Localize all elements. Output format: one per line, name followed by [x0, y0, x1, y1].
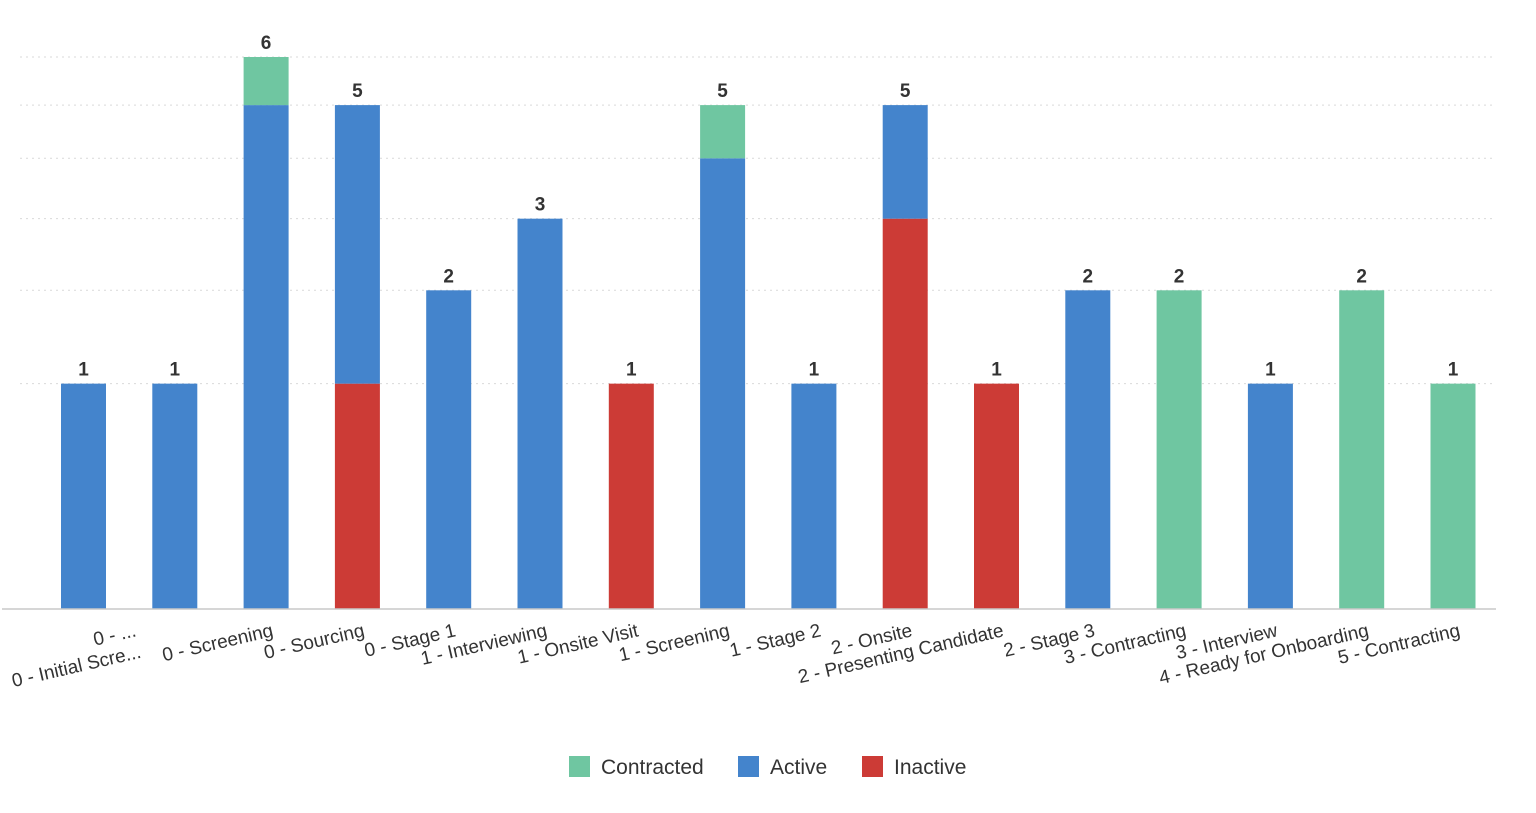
bar-total-label: 2: [443, 266, 454, 287]
legend-item-contracted[interactable]: Contracted: [569, 756, 704, 779]
legend-swatch: [569, 756, 590, 777]
bar-segment-inactive[interactable]: [974, 383, 1019, 609]
bar-segment-active[interactable]: [882, 105, 928, 219]
bar-total-label: 5: [717, 81, 728, 102]
bar-segment-active[interactable]: [517, 218, 563, 609]
bar-segment-active[interactable]: [791, 383, 837, 609]
legend-item-inactive[interactable]: Inactive: [862, 756, 966, 779]
bar-total-label: 1: [78, 360, 89, 381]
bar-total-label: 6: [261, 33, 272, 54]
bar-total-label: 5: [900, 81, 911, 102]
bar-segment-contracted[interactable]: [1339, 290, 1385, 609]
bar-segment-contracted[interactable]: [1156, 290, 1202, 609]
x-tick-label: 1 - Stage 2: [728, 620, 823, 661]
bar-segment-active[interactable]: [243, 105, 289, 609]
total-labels: 1 1 6 5 2 3 1 5 1 5 1 2 2 1 2 1: [78, 33, 1459, 381]
bar-total-label: 2: [1083, 266, 1094, 287]
bar-segment-inactive[interactable]: [608, 383, 654, 609]
bar-segment-active[interactable]: [426, 290, 472, 609]
legend-label: Inactive: [894, 756, 966, 779]
bar-segment-active[interactable]: [152, 383, 198, 609]
legend-swatch: [738, 756, 759, 777]
legend-label: Active: [770, 756, 827, 779]
bar-segment-contracted[interactable]: [1430, 383, 1476, 609]
bar-segment-active[interactable]: [1247, 383, 1293, 609]
bar-total-label: 1: [1448, 360, 1459, 381]
legend: Contracted Active Inactive: [569, 756, 966, 779]
bar-segment-contracted[interactable]: [700, 105, 746, 159]
bar-segment-active[interactable]: [700, 158, 746, 609]
bar-segment-inactive[interactable]: [882, 218, 928, 609]
x-tick-label: 0 - Sourcing: [262, 620, 367, 664]
bar-total-label: 1: [626, 360, 637, 381]
x-tick-label: 0 - ...0 - Initial Scre...: [5, 620, 143, 692]
legend-item-active[interactable]: Active: [738, 756, 827, 779]
bar-segment-contracted[interactable]: [243, 57, 289, 106]
bar-total-label: 5: [352, 81, 363, 102]
gridlines: [20, 56, 1496, 385]
bars: [61, 57, 1476, 609]
bar-total-label: 2: [1356, 266, 1367, 287]
bar-total-label: 2: [1174, 266, 1185, 287]
bar-segment-active[interactable]: [1065, 290, 1111, 609]
bar-total-label: 1: [1265, 360, 1276, 381]
x-tick-label: 0 - Screening: [160, 620, 275, 666]
bar-total-label: 1: [991, 360, 1002, 381]
legend-label: Contracted: [601, 756, 704, 779]
bar-total-label: 1: [170, 360, 181, 381]
legend-swatch: [862, 756, 883, 777]
bar-segment-active[interactable]: [334, 105, 380, 384]
bar-total-label: 1: [809, 360, 820, 381]
bar-segment-inactive[interactable]: [334, 383, 380, 609]
x-axis-tick-labels: 0 - ...0 - Initial Scre... 0 - Screening0…: [5, 620, 1462, 692]
bar-total-label: 3: [535, 195, 546, 216]
bar-segment-active[interactable]: [61, 383, 106, 609]
